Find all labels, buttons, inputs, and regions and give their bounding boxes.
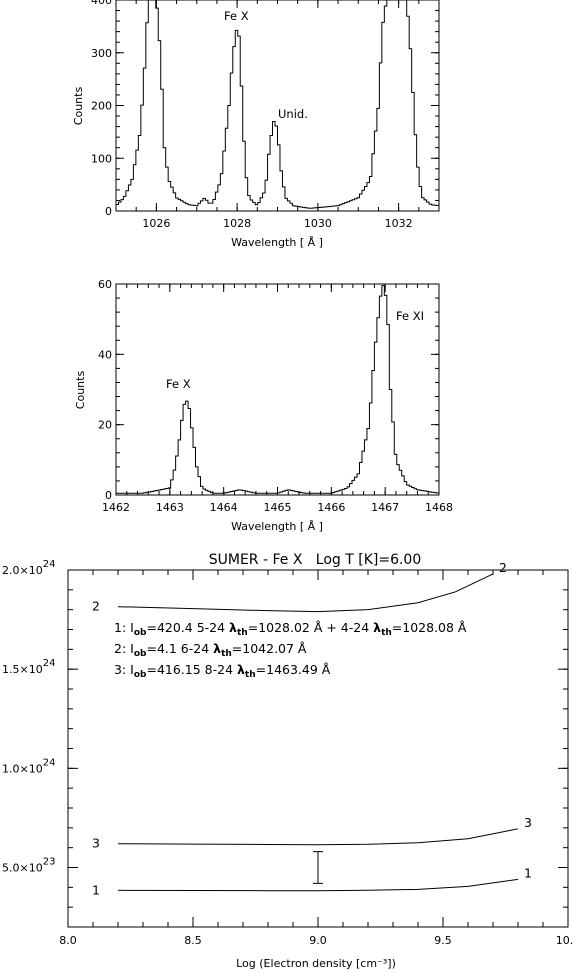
spectrum-1028-xlabel: Wavelength [ Å ] <box>231 236 323 249</box>
spectrum-1028-ytick-label: 200 <box>91 100 112 113</box>
spectrum-1028-ytick-label: 300 <box>91 47 112 60</box>
spectrum-1465-ytick-label: 20 <box>98 419 112 432</box>
spectrum-1465-xtick-label: 1462 <box>102 501 130 514</box>
density-xtick-label: 8.5 <box>184 934 202 947</box>
density-yticks: 5.0×1023 1.0×1024 1.5×1024 2.0×1024 <box>2 559 568 908</box>
density-legend: 1: Iob=420.4 5-24 λth=1028.02 Å + 4-24 λ… <box>114 620 467 680</box>
spectrum-1028-xtick-label: 1032 <box>385 217 413 230</box>
legend-entry-2: 2: Iob=4.1 6-24 λth=1042.07 Å <box>114 641 307 659</box>
legend-entry-3: 3: Iob=416.15 8-24 λth=1463.49 Å <box>114 662 331 680</box>
density-curves: 1 1 2 2 3 3 <box>92 560 532 897</box>
curve-1 <box>117 878 519 892</box>
spectrum-1028-line <box>116 0 439 209</box>
spectrum-1465-ylabel: Counts <box>74 371 87 410</box>
spectrum-1028-ylabel: Counts <box>72 87 85 126</box>
spectrum-1028-ytick-label: 400 <box>91 0 112 7</box>
density-xticks: 8.0 8.5 9.0 9.5 10.0 <box>59 570 574 947</box>
density-xlabel: Log (Electron density [cm⁻³]) <box>236 957 396 970</box>
spectrum-1028-frame <box>115 0 440 212</box>
spectrum-1465-ytick-label: 40 <box>98 348 112 361</box>
curve-3 <box>117 828 519 846</box>
unid-label: Unid. <box>278 107 308 121</box>
density-ytick-label: 1.5×1024 <box>2 658 55 676</box>
spectrum-1465-xtick-label: 1466 <box>317 501 345 514</box>
spectrum-1028-xtick-label: 1028 <box>223 217 251 230</box>
curve-3-left-label: 3 <box>92 836 100 851</box>
density-xtick-label: 8.0 <box>59 934 77 947</box>
fe-x-label-1463: Fe X <box>166 377 191 391</box>
legend-entry-1: 1: Iob=420.4 5-24 λth=1028.02 Å + 4-24 λ… <box>114 620 467 638</box>
spectrum-1465-xtick-label: 1463 <box>156 501 184 514</box>
curve-1-left-label: 1 <box>92 882 100 897</box>
density-ytick-label: 2.0×1024 <box>2 559 55 577</box>
curve-2-right-label: 2 <box>499 560 507 575</box>
density-xtick-label: 9.5 <box>434 934 452 947</box>
spectrum-panel-1465: 1462 1463 1464 1465 1466 1467 1468 0 20 40 60 Fe … <box>74 278 453 533</box>
density-xtick-label: 10.0 <box>556 934 574 947</box>
spectrum-1465-ytick-label: 60 <box>98 278 112 291</box>
curve-1-right-label: 1 <box>524 865 532 880</box>
density-ytick-label: 1.0×1024 <box>2 757 55 775</box>
fe-x-label-1028: Fe X <box>224 9 249 23</box>
density-xtick-label: 9.0 <box>309 934 327 947</box>
spectrum-1465-ytick-label: 0 <box>105 489 112 502</box>
spectrum-1028-ytick-label: 100 <box>91 152 112 165</box>
spectrum-1028-yticks: 0 100 200 300 400 <box>91 0 439 218</box>
spectrum-1465-xticks: 1462 1463 1464 1465 1466 1467 1468 <box>102 284 453 514</box>
fe-xi-label: Fe XI <box>396 309 424 323</box>
spectrum-panel-1028: 1026 1028 1030 1032 0 100 200 300 400 Fe X Unid… <box>72 0 440 249</box>
spectrum-1028-ytick-label: 0 <box>105 205 112 218</box>
spectrum-1028-xtick-label: 1030 <box>304 217 332 230</box>
spectrum-1465-xtick-label: 1464 <box>210 501 238 514</box>
spectrum-1465-yticks: 0 20 40 60 <box>98 278 439 502</box>
density-title: SUMER - Fe X Log T [K]=6.00 <box>209 552 422 568</box>
spectrum-1465-line <box>116 285 439 494</box>
curve-2 <box>117 573 494 613</box>
curve-3-right-label: 3 <box>524 815 532 830</box>
spectrum-1465-xtick-label: 1465 <box>264 501 292 514</box>
curve-2-left-label: 2 <box>92 599 100 614</box>
density-ytick-label: 5.0×1023 <box>2 857 55 875</box>
spectrum-1465-xtick-label: 1468 <box>425 501 453 514</box>
spectrum-1028-xticks: 1026 1028 1030 1032 <box>115 0 440 230</box>
spectrum-1028-xtick-label: 1026 <box>142 217 170 230</box>
spectrum-1465-xtick-label: 1467 <box>371 501 399 514</box>
spectrum-1465-xlabel: Wavelength [ Å ] <box>231 520 323 533</box>
